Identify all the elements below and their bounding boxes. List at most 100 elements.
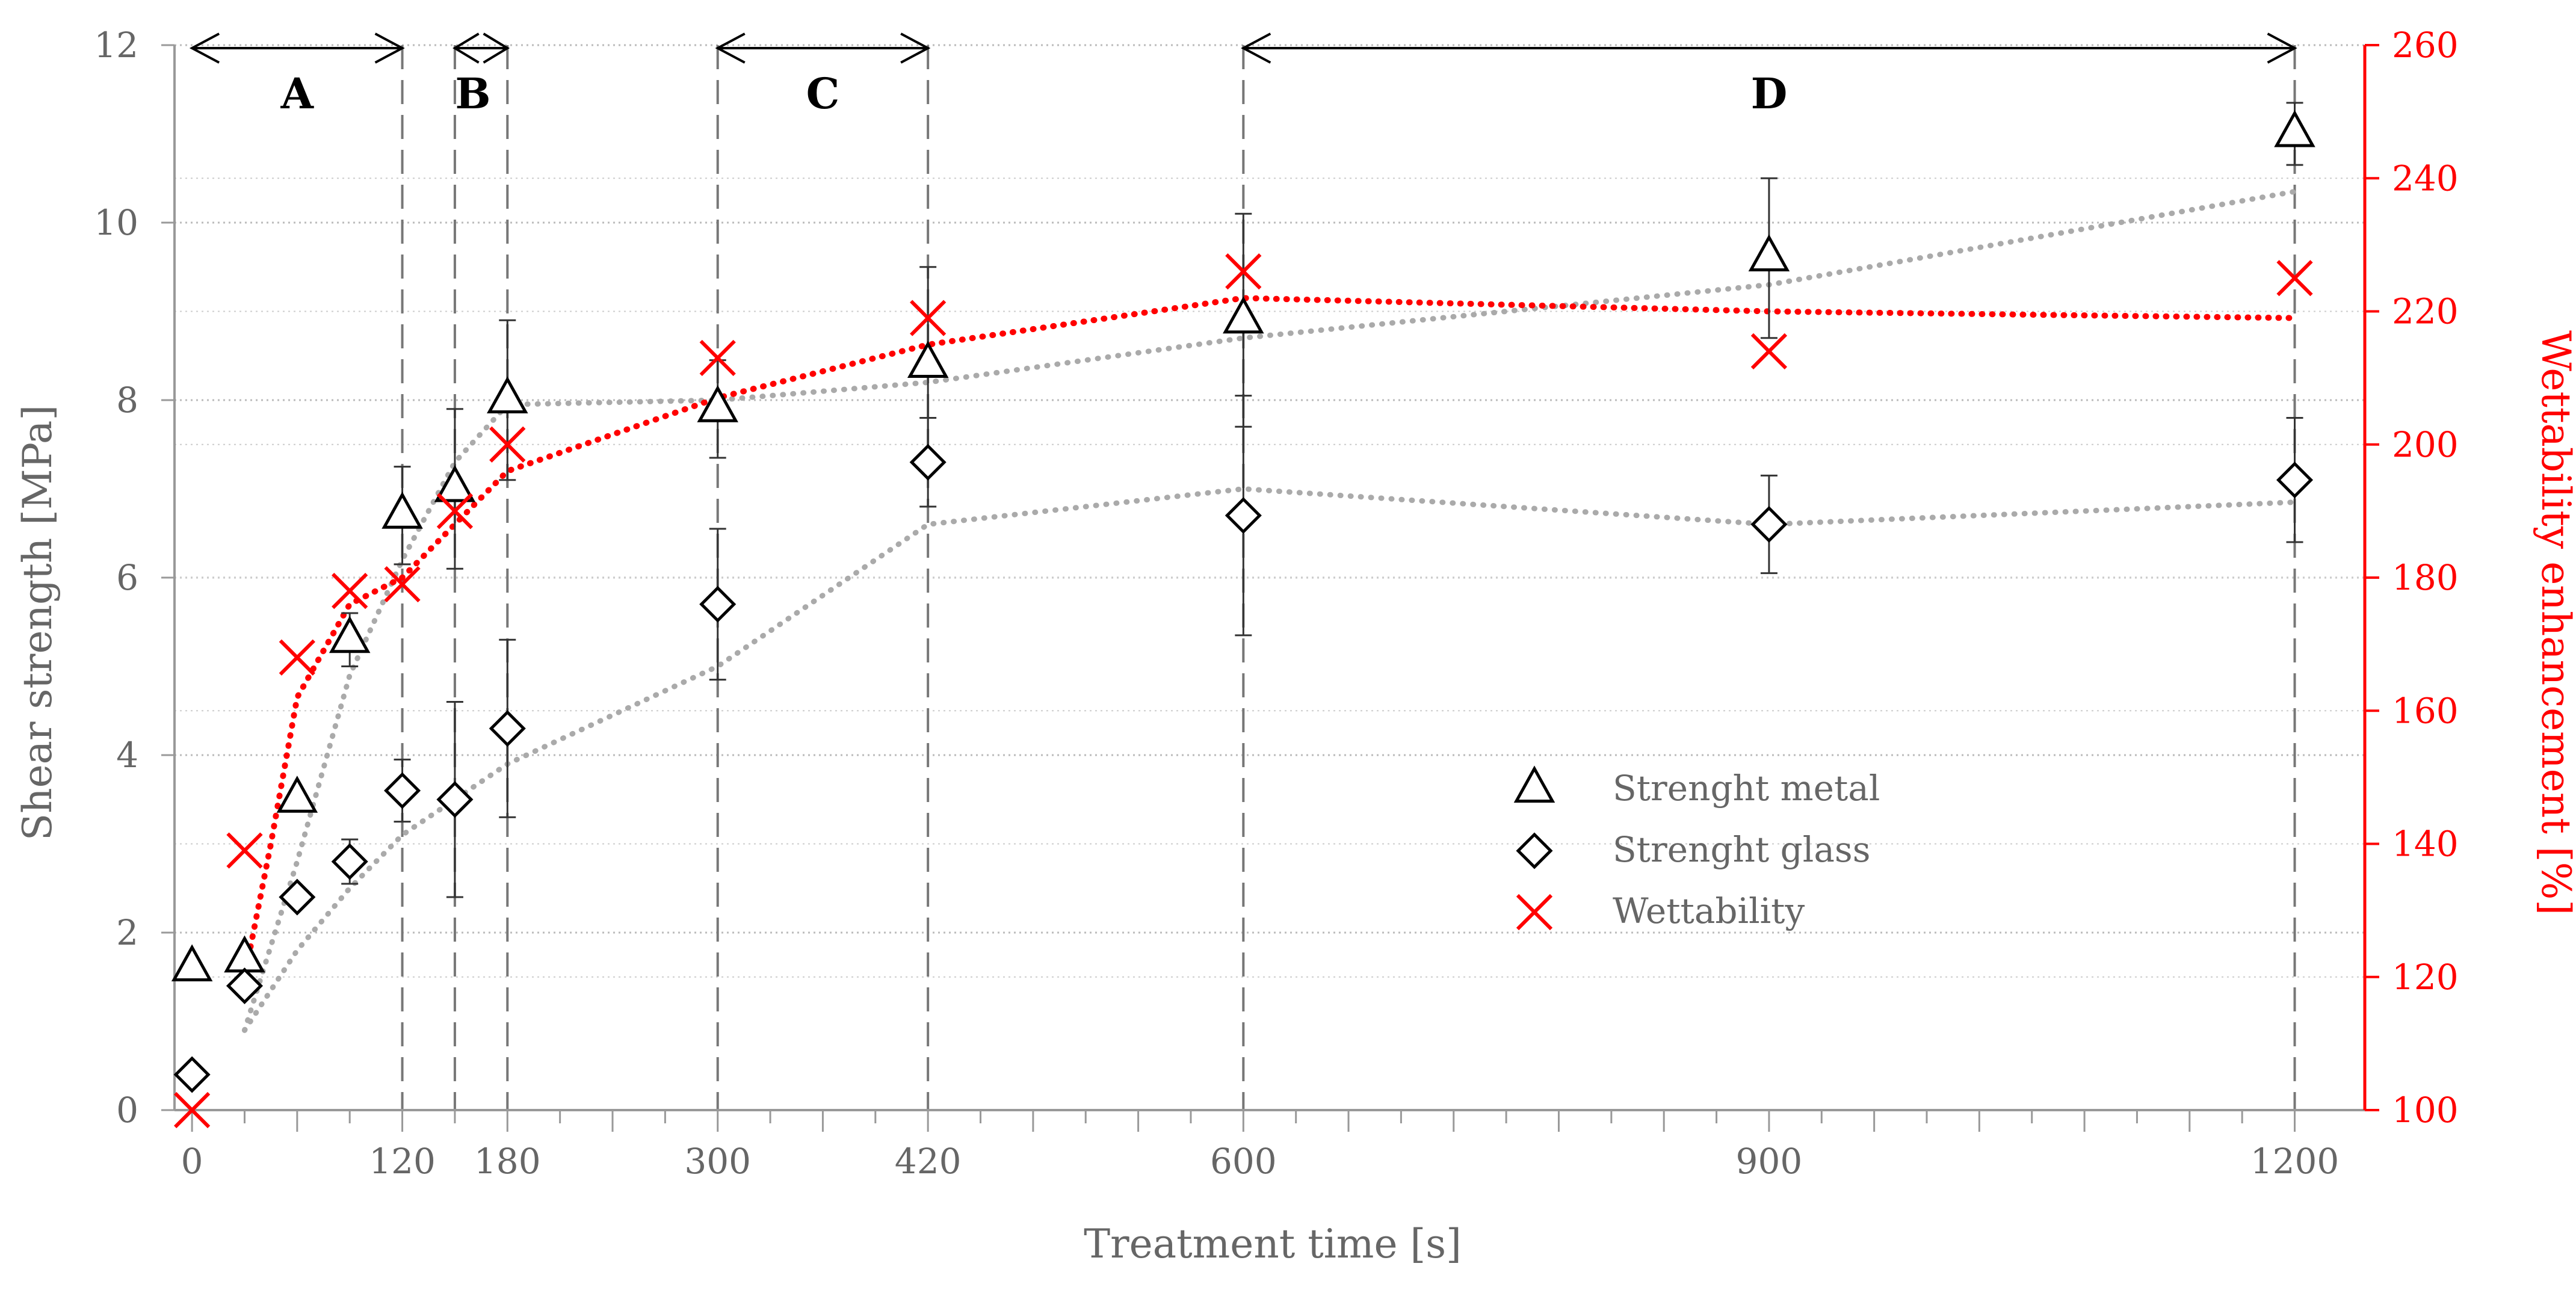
legend-label-metal: Strenght metal bbox=[1613, 768, 1880, 809]
y-axis-right-label: Wettability enhancement [%] bbox=[2533, 330, 2576, 915]
point-triangle bbox=[487, 376, 528, 413]
cross-stroke bbox=[2276, 260, 2313, 297]
x-tick-label: 1200 bbox=[2250, 1141, 2340, 1182]
point-diamond bbox=[279, 878, 316, 916]
cross-stroke bbox=[1225, 253, 1262, 290]
point-diamond bbox=[909, 443, 947, 481]
point-triangle bbox=[1748, 234, 1790, 271]
x-tick-label: 0 bbox=[181, 1141, 203, 1182]
x-axis-label: Treatment time [s] bbox=[1084, 1221, 1462, 1267]
region-arrow-head bbox=[715, 32, 746, 64]
point-diamond bbox=[331, 843, 368, 880]
region-label-C: C bbox=[806, 69, 840, 119]
point-cross bbox=[226, 832, 263, 869]
point-diamond bbox=[1750, 505, 1788, 543]
region-arrow-head bbox=[189, 32, 220, 64]
point-cross bbox=[699, 339, 736, 377]
y-right-tick-label: 180 bbox=[2392, 557, 2459, 598]
region-label-B: B bbox=[455, 69, 490, 119]
point-diamond bbox=[173, 1056, 211, 1093]
y-left-tick-label: 8 bbox=[116, 380, 138, 421]
y-right-tick-label: 160 bbox=[2392, 690, 2459, 731]
legend-triangle-shape bbox=[1513, 765, 1555, 803]
point-triangle bbox=[329, 616, 371, 653]
tick-labels: 0 120 180 300 420 600 900 1200 0 2 4 6 8 10 12 100 120 14… bbox=[94, 25, 2459, 1182]
point-cross bbox=[384, 566, 421, 603]
y-axis-left-label: Shear strength [MPa] bbox=[14, 405, 61, 841]
y-right-tick-label: 200 bbox=[2392, 424, 2459, 465]
x-tick-label: 420 bbox=[895, 1141, 962, 1182]
point-diamond bbox=[436, 781, 474, 818]
legend-label-glass: Strenght glass bbox=[1613, 829, 1870, 870]
point-cross bbox=[1750, 333, 1788, 369]
region-arrow-head bbox=[452, 32, 480, 64]
cross-stroke bbox=[1516, 893, 1553, 931]
cross-stroke bbox=[910, 300, 947, 336]
trend-lines bbox=[241, 188, 2298, 1033]
y-left-tick-label: 2 bbox=[116, 912, 138, 953]
point-triangle bbox=[276, 776, 318, 813]
y-left-tick-label: 6 bbox=[116, 557, 138, 598]
legend-marker-diamond bbox=[1516, 832, 1553, 869]
legend: Strenght metal Strenght glass Wettabilit… bbox=[1513, 765, 1880, 931]
point-cross bbox=[332, 573, 368, 610]
cross-stroke bbox=[279, 639, 315, 676]
y-right-tick-label: 120 bbox=[2392, 957, 2459, 998]
point-cross bbox=[2276, 260, 2313, 297]
cross-stroke bbox=[699, 339, 736, 377]
x-tick-label: 600 bbox=[1210, 1141, 1277, 1182]
legend-marker-cross bbox=[1516, 893, 1553, 931]
cross-stroke bbox=[226, 832, 263, 869]
wettability-trend bbox=[241, 295, 2298, 980]
point-triangle bbox=[224, 935, 265, 973]
region-arrow-head bbox=[900, 32, 931, 64]
y-left-tick-label: 0 bbox=[116, 1090, 138, 1131]
legend-diamond-shape bbox=[1516, 832, 1553, 869]
point-triangle bbox=[171, 944, 213, 981]
point-triangle bbox=[907, 341, 949, 378]
gridlines bbox=[175, 44, 2365, 978]
point-diamond bbox=[489, 710, 526, 747]
data-markers bbox=[171, 110, 2315, 1129]
point-cross bbox=[1225, 253, 1262, 290]
x-tick-label: 120 bbox=[369, 1141, 436, 1182]
y-right-tick-label: 100 bbox=[2392, 1090, 2459, 1131]
point-diamond bbox=[384, 772, 421, 809]
region-label-D: D bbox=[1751, 69, 1788, 119]
x-tick-label: 300 bbox=[684, 1141, 751, 1182]
axes bbox=[161, 44, 2379, 1132]
glass-trend bbox=[241, 486, 2298, 1033]
cross-stroke bbox=[436, 493, 474, 529]
point-cross bbox=[436, 493, 474, 529]
point-triangle bbox=[2274, 110, 2315, 147]
cross-stroke bbox=[332, 573, 368, 610]
legend-cross-shape bbox=[1516, 893, 1553, 931]
x-tick-label: 900 bbox=[1736, 1141, 1803, 1182]
y-left-tick-label: 12 bbox=[94, 25, 138, 66]
x-tick-label: 180 bbox=[474, 1141, 541, 1182]
point-diamond bbox=[226, 967, 264, 1005]
region-arrow-head bbox=[1241, 32, 1271, 64]
cross-stroke bbox=[384, 566, 421, 603]
region-label-A: A bbox=[280, 69, 315, 119]
region-arrow-head bbox=[374, 32, 405, 64]
region-annotations: A B C D bbox=[189, 32, 2297, 119]
cross-stroke bbox=[1750, 333, 1788, 369]
point-cross bbox=[173, 1091, 211, 1129]
point-triangle bbox=[434, 464, 476, 502]
y-right-tick-label: 240 bbox=[2392, 158, 2459, 199]
region-arrow-head bbox=[2267, 32, 2297, 64]
cross-stroke bbox=[173, 1091, 211, 1129]
point-triangle bbox=[381, 492, 423, 529]
legend-marker-triangle bbox=[1513, 765, 1555, 803]
point-diamond bbox=[1225, 497, 1262, 534]
point-cross bbox=[489, 426, 526, 463]
y-left-tick-label: 10 bbox=[94, 202, 138, 243]
point-cross bbox=[279, 639, 315, 676]
region-arrow-head bbox=[483, 32, 510, 64]
point-diamond bbox=[699, 585, 737, 623]
point-triangle bbox=[697, 385, 738, 422]
y-left-tick-label: 4 bbox=[116, 735, 138, 776]
point-triangle bbox=[1223, 296, 1264, 334]
